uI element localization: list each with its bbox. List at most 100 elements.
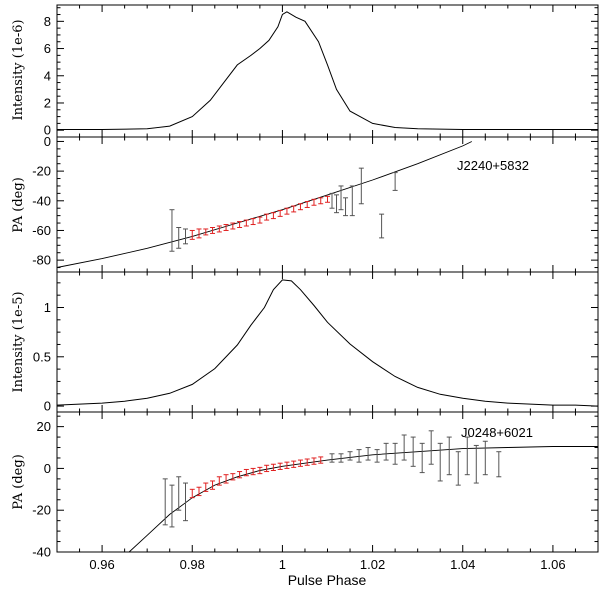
y-tick-label: 0 [44,461,51,476]
y-tick-label: -20 [32,164,51,179]
pa-point [182,228,188,245]
x-tick-label: 1 [279,557,286,572]
panel-j0248-pa: 20 0 -20 -40 0.96 0.98 1 1.02 1.04 1.06 [32,411,599,572]
y-tick-label: -80 [32,253,51,268]
pa-point [338,185,344,211]
pa-point-red [203,228,209,236]
pa-point-red [264,464,270,473]
pa-point [358,167,364,205]
pa-point [496,451,502,478]
pa-point [410,436,416,467]
ylabel-panel-0: Intensity (1e-6) [11,19,26,120]
pa-point-red [216,225,222,233]
pa-point-red [304,201,310,208]
pa-point [464,436,470,476]
pa-point [379,213,385,239]
plot-frame [56,271,599,413]
pa-point [356,449,362,463]
pa-point-red [291,460,297,468]
pa-point-red [250,218,256,226]
pa-point-red [230,473,236,481]
x-tick-label: 1.02 [360,557,385,572]
y-tick-label: -20 [32,503,51,518]
pa-point-red [284,461,290,469]
pa-point-red [189,488,195,499]
pa-point [392,172,398,191]
pa-point-red [210,226,216,234]
pa-point-red [230,222,236,230]
pa-point [329,192,335,209]
pa-point-red [196,486,202,497]
y-tick-label: 1 [44,300,51,315]
rvm-fit-curve [56,141,472,268]
x-tick-label: 0.98 [180,557,205,572]
pa-point-red [270,212,276,220]
pa-point-red [270,463,276,472]
pa-point [176,226,182,249]
y-tick-label: 0 [44,399,51,414]
pa-point [455,451,461,486]
pa-point [446,436,452,476]
y-tick-label: 0 [44,134,51,149]
pa-point [329,453,335,463]
x-axis-label: Pulse Phase [288,572,367,588]
pa-point-red [237,221,243,228]
y-tick-label: 6 [44,41,51,56]
pa-point [374,449,380,463]
x-tick-label: 0.96 [89,557,114,572]
y-tick-label: 2 [44,95,51,110]
pa-point [349,185,355,217]
y-tick-label: 4 [44,68,51,83]
pulsar-label-j0248: J0248+6021 [461,425,533,440]
pa-point [334,194,340,214]
panel-j2240-intensity: 0 2 4 6 8 [44,4,599,138]
y-tick-label: -60 [32,223,51,238]
pa-point-red [325,195,330,203]
pa-point [473,444,479,484]
pulsar-label-j2240: J2240+5832 [457,158,529,173]
pa-point [401,434,407,461]
pa-point [419,442,425,474]
ylabel-panel-1: PA (deg) [11,177,26,233]
pa-point [343,197,349,217]
pa-point [428,430,434,465]
pa-point-red [277,209,283,217]
pa-point-red [284,207,290,215]
pa-point-red [243,219,249,227]
pa-point [169,209,175,252]
pa-point [365,447,371,461]
pa-point-red [189,229,195,240]
y-tick-label: -40 [32,545,51,560]
pa-point-red [237,471,243,479]
pa-point-red [203,482,209,492]
ylabel-panel-3: PA (deg) [11,454,26,510]
plot-frame [56,4,599,138]
pa-point [383,442,389,461]
pa-point [176,476,182,511]
pa-point-red [196,228,202,239]
pa-point-red [304,458,310,466]
pa-point-red [264,213,270,221]
panel-j0248-intensity: 00.51 [33,271,599,414]
pa-point-red [210,480,216,490]
pa-point-red [297,203,303,211]
pa-point-red [311,457,317,465]
pa-point [437,442,443,482]
pa-point-red [291,205,297,213]
pa-point-red [277,462,283,470]
ylabel-panel-2: Intensity (1e-5) [11,291,26,392]
pa-point [347,451,353,461]
pa-point [482,440,488,476]
profile-line [57,11,598,130]
x-tick-label: 1.06 [540,557,565,572]
pa-point [338,453,344,463]
y-tick-label: 0 [44,123,51,138]
pa-point-red [318,456,324,464]
panel-j2240-pa: 0 -20 -40 -60 -80 [32,134,599,273]
rvm-fit-curve [128,446,598,553]
y-tick-label: 0.5 [33,349,51,364]
pa-point [162,478,168,526]
x-tick-label: 1.04 [450,557,475,572]
pa-point-red [257,216,263,224]
